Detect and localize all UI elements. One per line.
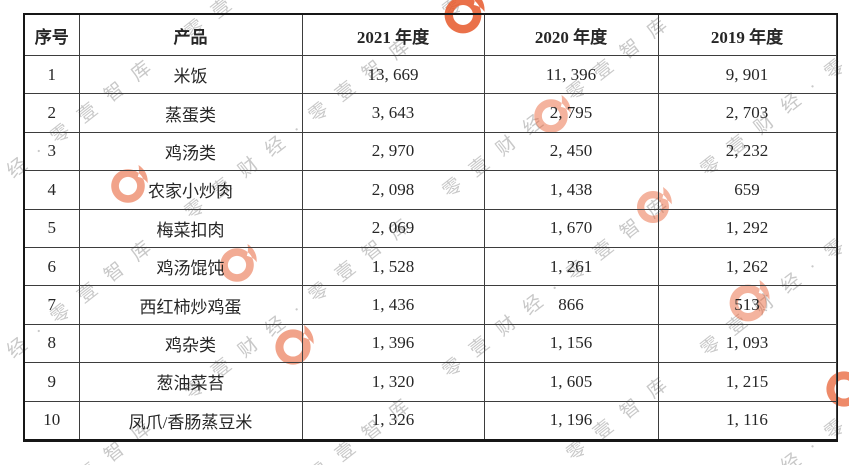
- cell-2021: 1, 320: [301, 362, 485, 402]
- column-header-2019: 2019 年度: [657, 15, 837, 56]
- cell-2019: 1, 292: [657, 208, 837, 248]
- table-row: 6 鸡汤馄饨 1, 528 1, 261 1, 262: [25, 246, 837, 287]
- cell-2019: 659: [657, 170, 837, 210]
- table-row: 8 鸡杂类 1, 396 1, 156 1, 093: [25, 323, 837, 364]
- cell-2019: 1, 262: [657, 246, 837, 287]
- cell-2021: 2, 970: [301, 131, 485, 172]
- cell-index: 8: [25, 323, 80, 364]
- product-sales-table: 序号 产品 2021 年度 2020 年度 2019 年度 1 米饭 13, 6…: [25, 15, 837, 439]
- table-row: 3 鸡汤类 2, 970 2, 450 2, 232: [25, 131, 837, 172]
- cell-2019: 2, 703: [657, 93, 837, 133]
- cell-2020: 1, 261: [483, 246, 659, 287]
- cell-product: 鸡杂类: [78, 323, 303, 364]
- cell-index: 9: [25, 362, 80, 402]
- product-sales-table-frame: 序号 产品 2021 年度 2020 年度 2019 年度 1 米饭 13, 6…: [23, 13, 838, 442]
- cell-2021: 1, 436: [301, 285, 485, 325]
- cell-2020: 2, 450: [483, 131, 659, 172]
- cell-2019: 9, 901: [657, 54, 837, 95]
- cell-index: 2: [25, 93, 80, 133]
- cell-product: 农家小炒肉: [78, 170, 303, 210]
- cell-index: 7: [25, 285, 80, 325]
- cell-product: 凤爪/香肠蒸豆米: [78, 400, 303, 439]
- table-row: 5 梅菜扣肉 2, 069 1, 670 1, 292: [25, 208, 837, 248]
- cell-product: 葱油菜苔: [78, 362, 303, 402]
- cell-2019: 1, 215: [657, 362, 837, 402]
- cell-2020: 1, 156: [483, 323, 659, 364]
- cell-2020: 1, 438: [483, 170, 659, 210]
- cell-index: 10: [25, 400, 80, 439]
- cell-2020: 2, 795: [483, 93, 659, 133]
- table-row: 10 凤爪/香肠蒸豆米 1, 326 1, 196 1, 116: [25, 400, 837, 439]
- cell-2021: 3, 643: [301, 93, 485, 133]
- cell-2019: 513: [657, 285, 837, 325]
- cell-2020: 11, 396: [483, 54, 659, 95]
- cell-product: 西红柿炒鸡蛋: [78, 285, 303, 325]
- cell-product: 鸡汤类: [78, 131, 303, 172]
- cell-2020: 1, 605: [483, 362, 659, 402]
- cell-2021: 1, 528: [301, 246, 485, 287]
- cell-product: 梅菜扣肉: [78, 208, 303, 248]
- cell-product: 鸡汤馄饨: [78, 246, 303, 287]
- table-row: 2 蒸蛋类 3, 643 2, 795 2, 703: [25, 93, 837, 133]
- cell-index: 4: [25, 170, 80, 210]
- cell-2020: 866: [483, 285, 659, 325]
- header-row: 序号 产品 2021 年度 2020 年度 2019 年度: [25, 15, 837, 56]
- cell-2020: 1, 670: [483, 208, 659, 248]
- cell-2021: 13, 669: [301, 54, 485, 95]
- column-header-index: 序号: [25, 15, 80, 56]
- table-row: 4 农家小炒肉 2, 098 1, 438 659: [25, 170, 837, 210]
- cell-product: 米饭: [78, 54, 303, 95]
- cell-2021: 2, 069: [301, 208, 485, 248]
- cell-index: 5: [25, 208, 80, 248]
- column-header-2021: 2021 年度: [301, 15, 485, 56]
- cell-2020: 1, 196: [483, 400, 659, 439]
- cell-2019: 1, 093: [657, 323, 837, 364]
- cell-product: 蒸蛋类: [78, 93, 303, 133]
- cell-index: 1: [25, 54, 80, 95]
- cell-2021: 1, 326: [301, 400, 485, 439]
- column-header-2020: 2020 年度: [483, 15, 659, 56]
- cell-2021: 2, 098: [301, 170, 485, 210]
- cell-index: 6: [25, 246, 80, 287]
- table-row: 1 米饭 13, 669 11, 396 9, 901: [25, 54, 837, 95]
- table-body: 1 米饭 13, 669 11, 396 9, 901 2 蒸蛋类 3, 643…: [25, 54, 837, 439]
- table-row: 9 葱油菜苔 1, 320 1, 605 1, 215: [25, 362, 837, 402]
- cell-2019: 2, 232: [657, 131, 837, 172]
- table-row: 7 西红柿炒鸡蛋 1, 436 866 513: [25, 285, 837, 325]
- cell-2021: 1, 396: [301, 323, 485, 364]
- cell-index: 3: [25, 131, 80, 172]
- cell-2019: 1, 116: [657, 400, 837, 439]
- column-header-product: 产品: [78, 15, 303, 56]
